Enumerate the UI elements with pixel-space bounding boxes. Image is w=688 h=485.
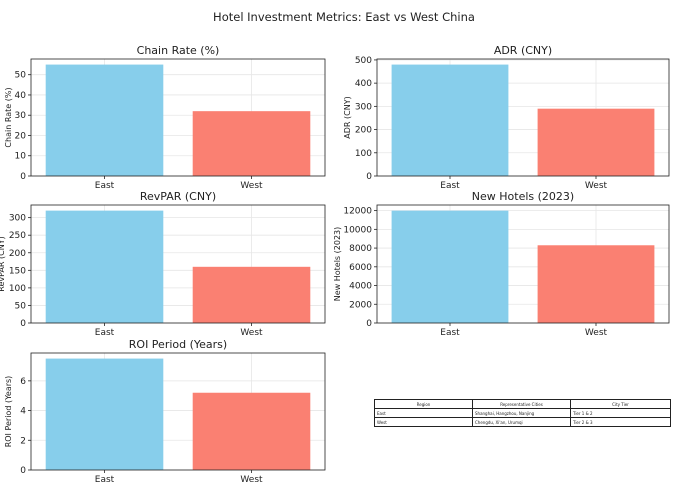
y-tick-label: 300 [355, 102, 372, 112]
y-axis-label: RevPAR (CNY) [0, 236, 6, 291]
y-axis-label: New Hotels (2023) [333, 227, 342, 302]
x-tick-label: East [95, 181, 115, 191]
bar-west [537, 108, 655, 176]
y-tick-label: 0 [20, 466, 26, 476]
axes-frame [30, 58, 326, 177]
city-table: Region Representative Cities City Tier E… [374, 399, 671, 427]
y-tick-label: 0 [20, 319, 26, 329]
table-header-tier: City Tier [570, 399, 671, 409]
table-header-region: Region [374, 399, 473, 409]
y-tick-label: 50 [15, 71, 27, 81]
y-tick-label: 20 [15, 131, 27, 141]
x-tick-label: West [585, 328, 608, 338]
axes-frame [376, 204, 670, 324]
bar-east [45, 358, 164, 470]
chart-title: Chain Rate (%) [137, 44, 220, 57]
y-tick-label: 2 [20, 436, 26, 446]
bar-east [45, 64, 164, 176]
x-tick-label: West [240, 328, 263, 338]
y-tick-label: 100 [9, 284, 26, 294]
chart-title: ADR (CNY) [494, 44, 552, 57]
figure-title: Hotel Investment Metrics: East vs West C… [213, 10, 475, 24]
table-cell: Tier 2 & 3 [570, 417, 671, 427]
y-tick-label: 0 [366, 172, 372, 182]
bar-east [391, 210, 509, 323]
table-cell: Shanghai, Hangzhou, Nanjing [472, 408, 571, 418]
y-tick-label: 300 [9, 214, 26, 224]
y-tick-label: 200 [9, 249, 26, 259]
x-tick-label: East [440, 328, 460, 338]
x-tick-label: East [95, 475, 115, 485]
table-header-cities: Representative Cities [472, 399, 571, 409]
y-tick-label: 0 [366, 319, 372, 329]
y-tick-label: 6 [20, 377, 26, 387]
bar-west [192, 392, 311, 470]
y-tick-label: 500 [355, 56, 372, 66]
y-tick-label: 40 [15, 91, 27, 101]
x-tick-label: East [440, 181, 460, 191]
bar-east [45, 210, 164, 323]
y-tick-label: 10000 [343, 225, 372, 235]
table-cell: Tier 1 & 2 [570, 408, 671, 418]
y-tick-label: 10 [15, 152, 27, 162]
x-tick-label: East [95, 328, 115, 338]
x-tick-label: West [240, 181, 263, 191]
table-cell: West [374, 417, 473, 427]
axes-frame [30, 204, 326, 324]
table-row: East Shanghai, Hangzhou, Nanjing Tier 1 … [374, 408, 671, 418]
x-tick-label: West [585, 181, 608, 191]
y-tick-label: 250 [9, 231, 26, 241]
bar-west [537, 245, 655, 323]
bar-west [192, 266, 311, 323]
y-axis-label: Chain Rate (%) [4, 87, 13, 147]
y-tick-label: 4000 [349, 282, 372, 292]
y-tick-label: 0 [20, 172, 26, 182]
y-axis-label: ADR (CNY) [343, 96, 352, 138]
table-header-row: Region Representative Cities City Tier [374, 399, 671, 409]
chart-title: ROI Period (Years) [129, 338, 227, 351]
axes-frame [376, 58, 670, 177]
y-tick-label: 12000 [343, 207, 372, 217]
y-tick-label: 30 [15, 111, 27, 121]
y-tick-label: 2000 [349, 300, 372, 310]
y-tick-label: 400 [355, 79, 372, 89]
y-tick-label: 6000 [349, 263, 372, 273]
y-tick-label: 150 [9, 266, 26, 276]
y-tick-label: 4 [20, 407, 26, 417]
y-tick-label: 100 [355, 149, 372, 159]
x-tick-label: West [240, 475, 263, 485]
chart-title: RevPAR (CNY) [140, 190, 216, 203]
bar-east [391, 64, 509, 176]
y-tick-label: 200 [355, 126, 372, 136]
table-cell: East [374, 408, 473, 418]
chart-title: New Hotels (2023) [472, 190, 574, 203]
bar-west [192, 111, 311, 176]
axes-frame [30, 352, 326, 471]
table-cell: Chengdu, Xi'an, Urumqi [472, 417, 571, 427]
table-row: West Chengdu, Xi'an, Urumqi Tier 2 & 3 [374, 417, 671, 427]
y-tick-label: 8000 [349, 244, 372, 254]
y-axis-label: ROI Period (Years) [4, 376, 13, 448]
y-tick-label: 50 [15, 301, 27, 311]
